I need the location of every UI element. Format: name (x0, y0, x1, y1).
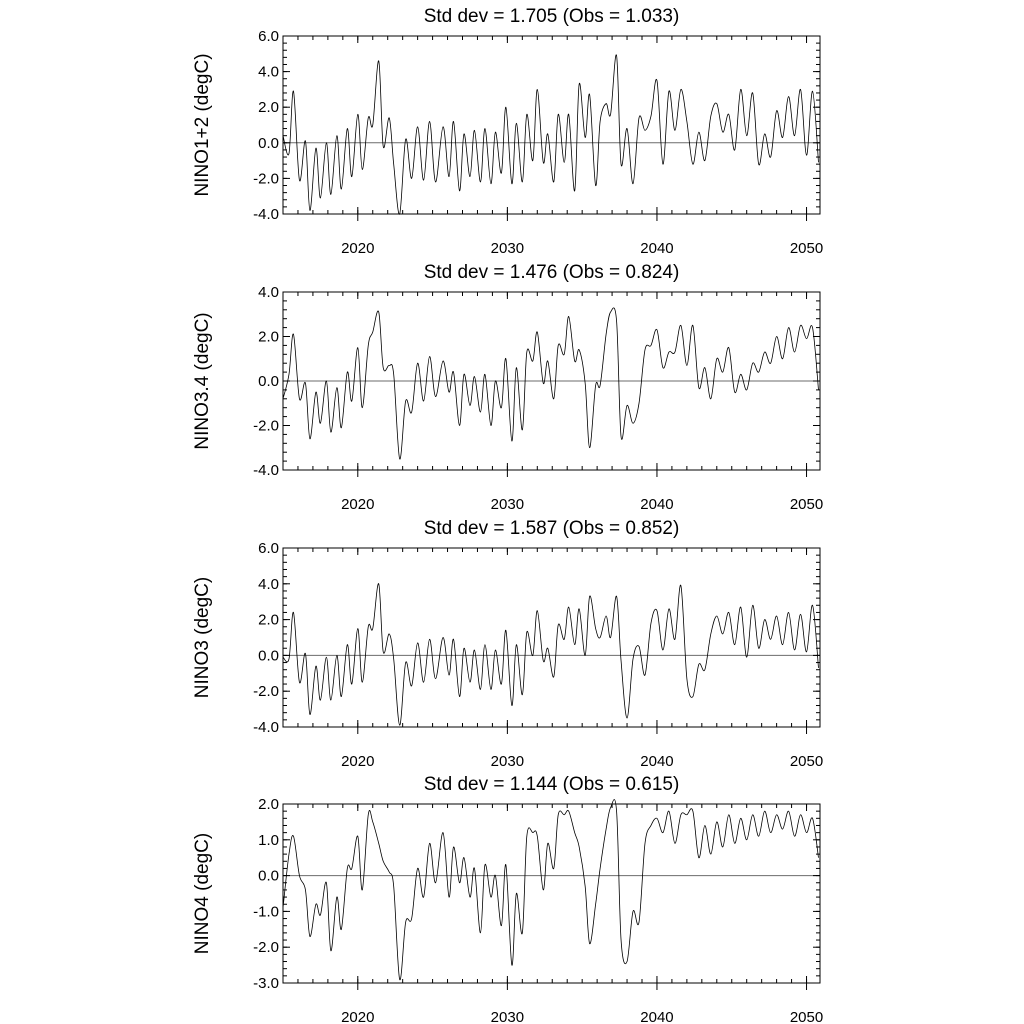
x-tick-label: 2030 (491, 496, 524, 513)
x-tick-label: 2030 (491, 240, 524, 257)
y-tick-label: 2.0 (258, 612, 279, 629)
y-tick-label: 4.0 (258, 576, 279, 593)
plot-frame (282, 547, 821, 728)
chart-panel-2: Std dev = 1.476 (Obs = 0.824) NINO3.4 (de… (192, 262, 823, 513)
y-tick-label: -4.0 (253, 462, 279, 479)
y-tick-label: -2.0 (253, 683, 279, 700)
y-axis-label: NINO3 (degC) (192, 577, 213, 698)
y-tick-label: 0.0 (258, 135, 279, 152)
y-axis-label: NINO1+2 (degC) (192, 53, 213, 196)
series-line-1 (282, 583, 819, 726)
x-tick-label: 2050 (790, 753, 823, 770)
y-tick-label: -2.0 (253, 170, 279, 187)
y-tick-label: -1.0 (253, 903, 279, 920)
series-line-1 (282, 799, 819, 980)
series-line-1 (282, 307, 819, 460)
y-tick-label: 0.0 (258, 647, 279, 664)
y-tick-label: 0.0 (258, 373, 279, 390)
y-tick-label: -2.0 (253, 418, 279, 435)
y-tick-label: 6.0 (258, 28, 279, 45)
plot-frame (282, 803, 821, 984)
chart-panel-1: Std dev = 1.705 (Obs = 1.033) NINO1+2 (de… (192, 6, 823, 257)
chart-panel-3: Std dev = 1.587 (Obs = 0.852) NINO3 (degC… (192, 518, 823, 770)
x-tick-label: 2040 (640, 1009, 673, 1024)
y-tick-label: 2.0 (258, 329, 279, 346)
chart-title: Std dev = 1.476 (Obs = 0.824) (424, 262, 680, 283)
y-tick-label: 2.0 (258, 796, 279, 813)
x-tick-label: 2040 (640, 753, 673, 770)
x-tick-label: 2030 (491, 753, 524, 770)
x-tick-label: 2050 (790, 240, 823, 257)
x-tick-label: 2040 (640, 240, 673, 257)
y-tick-label: -4.0 (253, 719, 279, 736)
y-tick-label: -3.0 (253, 975, 279, 992)
y-tick-label: 1.0 (258, 832, 279, 849)
y-tick-label: 6.0 (258, 540, 279, 557)
chart-title: Std dev = 1.144 (Obs = 0.615) (424, 774, 680, 795)
x-tick-label: 2020 (341, 753, 374, 770)
y-axis-label: NINO3.4 (degC) (192, 312, 213, 449)
x-tick-label: 2050 (790, 496, 823, 513)
chart-title: Std dev = 1.587 (Obs = 0.852) (424, 518, 680, 539)
x-tick-label: 2020 (341, 1009, 374, 1024)
x-tick-label: 2040 (640, 496, 673, 513)
y-tick-label: -4.0 (253, 206, 279, 223)
y-tick-label: -2.0 (253, 939, 279, 956)
chart-title: Std dev = 1.705 (Obs = 1.033) (424, 6, 680, 27)
x-tick-label: 2020 (341, 496, 374, 513)
y-tick-label: 0.0 (258, 868, 279, 885)
y-tick-label: 2.0 (258, 99, 279, 116)
y-axis-label: NINO4 (degC) (192, 833, 213, 954)
plot-frame (282, 35, 821, 215)
y-tick-label: 4.0 (258, 284, 279, 301)
y-tick-label: 4.0 (258, 64, 279, 81)
x-tick-label: 2030 (491, 1009, 524, 1024)
series-line-1 (282, 54, 819, 215)
x-tick-label: 2050 (790, 1009, 823, 1024)
x-tick-label: 2020 (341, 240, 374, 257)
chart-panel-4: Std dev = 1.144 (Obs = 0.615) NINO4 (degC… (192, 774, 823, 1024)
